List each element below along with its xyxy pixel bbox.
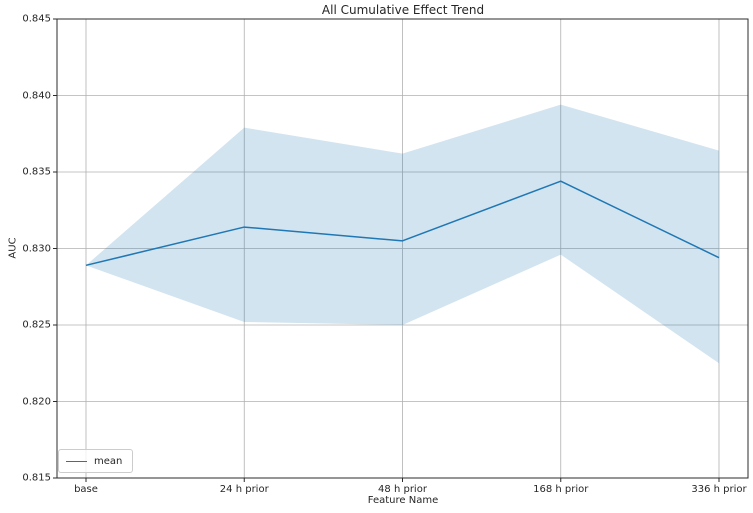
legend-line-sample <box>66 460 87 462</box>
series-line-mean <box>85 180 720 267</box>
x-axis-label: Feature Name <box>367 495 439 506</box>
chart-title: All Cumulative Effect Trend <box>321 3 485 17</box>
x-tick-label: 24 h prior <box>219 484 269 495</box>
y-tick-label: 0.840 <box>22 90 51 101</box>
legend-entry-mean: mean <box>94 455 123 467</box>
x-tick-label: 336 h prior <box>691 484 747 495</box>
confidence-band <box>86 104 719 364</box>
x-tick-label: base <box>74 484 98 495</box>
y-tick-label: 0.835 <box>22 166 51 178</box>
x-tick-label: 48 h prior <box>378 484 427 495</box>
y-tick-label: 0.820 <box>22 396 51 407</box>
y-tick-label: 0.845 <box>22 13 51 25</box>
legend: mean <box>58 449 134 473</box>
x-tick-label: 168 h prior <box>533 484 589 495</box>
y-tick-label: 0.815 <box>22 472 51 484</box>
y-axis-label: AUC <box>7 237 19 259</box>
y-tick-label: 0.825 <box>22 319 51 331</box>
y-tick-label: 0.830 <box>22 243 51 254</box>
